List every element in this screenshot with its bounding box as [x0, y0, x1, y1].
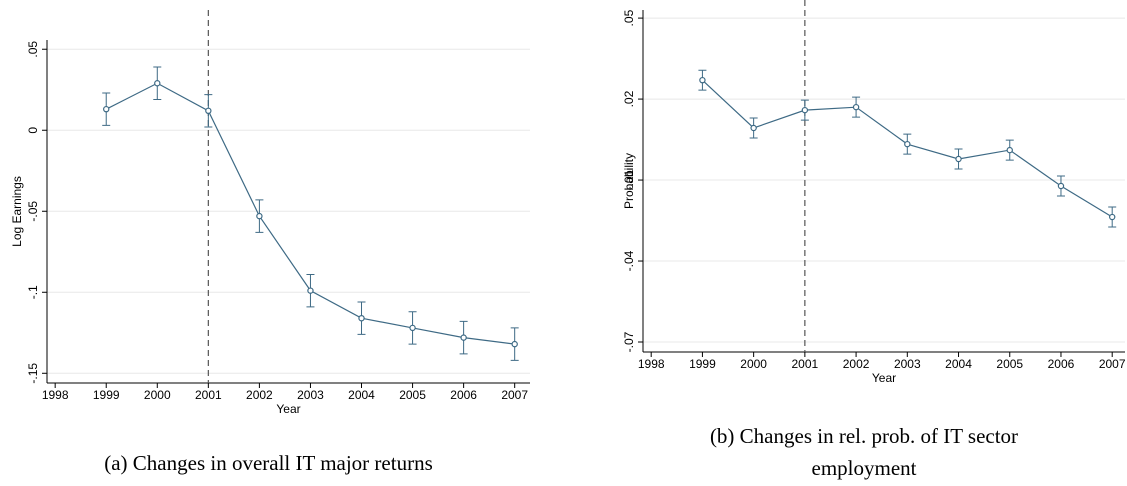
x-tick-label: 2001 — [195, 388, 222, 402]
point — [852, 103, 860, 111]
point — [801, 106, 809, 114]
x-tick-label: 1998 — [42, 388, 69, 402]
y-tick-label: .05 — [622, 9, 636, 26]
point — [154, 80, 161, 87]
y-tick-label: -.04 — [622, 250, 636, 271]
x-tick-label: 2000 — [144, 388, 171, 402]
y-tick-label: -.15 — [26, 363, 40, 384]
point — [307, 287, 314, 294]
y-axis-label: Log Earnings — [10, 176, 24, 247]
point — [955, 155, 962, 163]
x-tick-label: 2001 — [792, 357, 819, 371]
x-tick-label: 2003 — [297, 388, 324, 402]
x-tick-label: 2004 — [348, 388, 375, 402]
caption: (a) Changes in overall IT major returns — [104, 451, 433, 475]
x-tick-label: 2003 — [894, 357, 921, 371]
y-tick-label: -.1 — [26, 285, 40, 299]
x-tick-label: 2002 — [246, 388, 273, 402]
point — [256, 212, 263, 220]
point — [1108, 213, 1116, 221]
y-tick-label: -.05 — [26, 201, 40, 222]
point — [205, 107, 212, 115]
caption: (b) Changes in rel. prob. of IT sector em… — [710, 424, 1018, 480]
x-axis-label: Year — [872, 371, 896, 385]
x-tick-label: 2006 — [450, 388, 477, 402]
x-tick-label: 1999 — [93, 388, 120, 402]
x-axis-label: Year — [276, 402, 300, 416]
x-tick-label: 1999 — [689, 357, 716, 371]
point — [409, 324, 416, 332]
caption-line: (b) Changes in rel. prob. of IT sector — [710, 424, 1018, 448]
y-tick-label: -.07 — [622, 331, 636, 352]
x-tick-label: 2006 — [1048, 357, 1075, 371]
x-tick-label: 2005 — [399, 388, 426, 402]
point — [103, 105, 110, 113]
point — [750, 124, 757, 132]
y-tick-label: .05 — [26, 41, 40, 58]
x-tick-label: 1998 — [638, 357, 665, 371]
x-tick-label: 2005 — [996, 357, 1023, 371]
point — [511, 340, 518, 348]
y-tick-label: .02 — [622, 90, 636, 107]
point — [699, 76, 706, 84]
y-axis-label: Probability — [622, 153, 636, 209]
point — [460, 334, 467, 341]
y-tick-label: -.01 — [622, 169, 636, 190]
point — [358, 314, 365, 322]
caption-line: employment — [812, 456, 917, 480]
x-tick-label: 2002 — [843, 357, 870, 371]
point — [1057, 182, 1065, 190]
x-tick-label: 2000 — [740, 357, 767, 371]
point — [1006, 146, 1013, 154]
y-tick-label: 0 — [26, 127, 40, 134]
x-tick-label: 2007 — [1099, 357, 1126, 371]
point — [904, 140, 911, 148]
x-tick-label: 2007 — [501, 388, 528, 402]
x-tick-label: 2004 — [945, 357, 972, 371]
